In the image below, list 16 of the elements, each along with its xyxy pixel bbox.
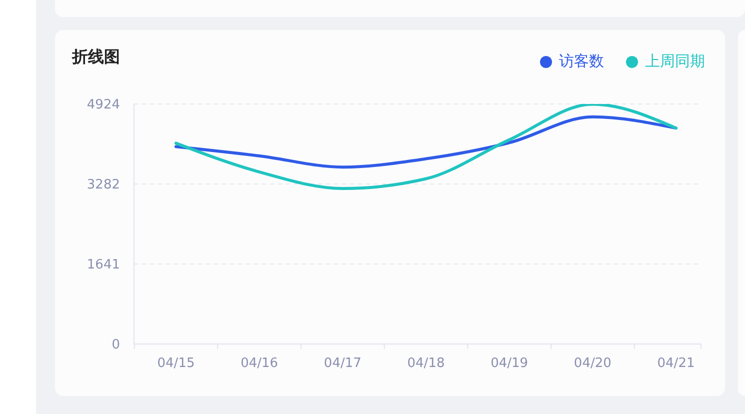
x-tick-label: 04/21	[657, 356, 695, 372]
line-series	[174, 104, 678, 190]
line-series	[174, 115, 678, 169]
y-tick-label: 3282	[86, 178, 120, 193]
x-tick-label: 04/19	[490, 356, 528, 372]
x-tick-label: 04/18	[407, 356, 445, 372]
legend-label: 访客数	[559, 52, 604, 71]
y-tick-label: 4924	[86, 98, 120, 113]
legend-label: 上周同期	[645, 52, 705, 71]
x-tick-label: 04/16	[240, 356, 278, 372]
chart-title: 折线图	[72, 47, 120, 68]
y-tick-label: 0	[112, 338, 120, 353]
y-tick-label: 1641	[86, 258, 120, 273]
x-tick-label: 04/17	[324, 356, 362, 372]
x-tick-label: 04/15	[157, 356, 195, 372]
x-tick-label: 04/20	[574, 356, 612, 372]
